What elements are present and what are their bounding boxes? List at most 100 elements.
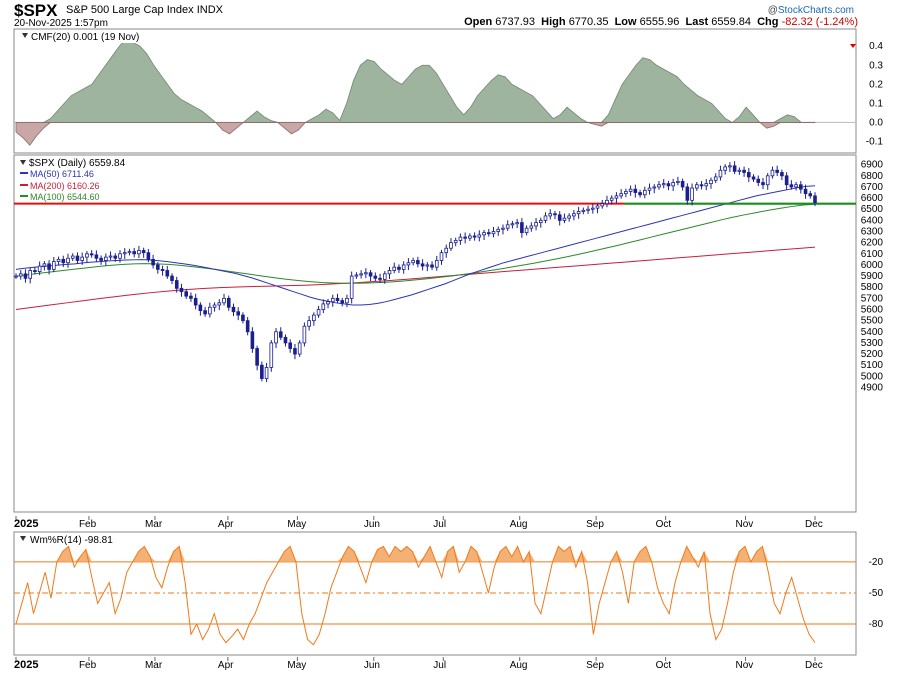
price-candle-body — [586, 208, 590, 211]
price-candle-body — [515, 222, 519, 225]
price-tick-label: 6700 — [861, 182, 884, 193]
price-candle-body — [543, 215, 548, 221]
price-candle-body — [212, 304, 217, 308]
price-candle-body — [652, 186, 657, 189]
price-overlay-lines — [14, 185, 856, 310]
price-candle-body — [695, 184, 699, 189]
cmf-negative-area — [15, 122, 816, 146]
price-candle-body — [378, 277, 382, 280]
price-candle-body — [340, 300, 345, 304]
price-candle-body — [160, 268, 165, 271]
price-candle-body — [486, 232, 491, 235]
ohlc-summary: Open 6737.93 High 6770.35 Low 6555.96 La… — [464, 16, 858, 28]
price-candle-body — [241, 314, 245, 322]
quote-datetime: 20-Nov-2025 1:57pm — [14, 18, 108, 29]
price-candle-body — [501, 227, 505, 230]
x-axis-bottom-label: Nov — [736, 660, 754, 671]
price-candle-body — [274, 331, 278, 344]
price-candle-body — [316, 309, 321, 316]
price-tick-label: 5500 — [861, 316, 884, 327]
price-candle-body — [751, 176, 756, 180]
price-candle-body — [576, 211, 581, 215]
price-candle-body — [520, 222, 524, 234]
price-candle-body — [61, 258, 66, 264]
x-axis-middle-label: Jun — [364, 519, 380, 530]
price-candle-body — [567, 215, 571, 219]
price-candle-body — [174, 280, 179, 289]
price-candle-body — [156, 264, 160, 270]
price-candle-body — [401, 264, 406, 270]
price-candle-body — [472, 235, 477, 238]
price-candle-body — [557, 214, 562, 221]
price-candle-body — [728, 165, 732, 168]
price-candle-body — [236, 311, 241, 316]
cmf-marker-icon — [22, 33, 28, 38]
price-tick-label: 4900 — [861, 382, 884, 393]
cmf-legend-bg — [20, 31, 160, 43]
price-candle-body — [359, 273, 363, 276]
price-candle-body — [562, 217, 567, 221]
price-tick-labels: 6900680067006600650064006300620061006000… — [861, 160, 884, 394]
williams-legend: Wm%R(14) -98.81 — [20, 535, 113, 546]
price-candle-body — [794, 184, 798, 188]
price-candle-body — [482, 232, 486, 236]
price-candle-body — [680, 180, 685, 188]
price-candle-body — [269, 342, 274, 368]
price-candle-body — [288, 342, 293, 349]
price-candle-body — [397, 266, 401, 270]
price-candle-body — [373, 275, 378, 279]
price-candle-body — [647, 187, 652, 191]
price-tick-label: 5100 — [861, 360, 884, 371]
williams-panel-frame — [13, 531, 857, 656]
price-candle-body — [250, 331, 255, 349]
ma50-legend: MA(50) 6711.46 — [30, 169, 94, 179]
open-value: 6737.93 — [495, 16, 536, 28]
x-axis-middle: 2025 Feb Mar Apr May Jun Jul Aug Sep Oct Nov Dec — [14, 516, 823, 530]
price-candle-body — [104, 256, 108, 261]
price-candle-body — [387, 270, 392, 275]
price-candle-body — [624, 191, 628, 195]
x-axis-middle-label: Mar — [145, 519, 163, 530]
price-candle-body — [122, 252, 127, 255]
price-tick-label: 6200 — [861, 238, 884, 249]
price-candle-body — [151, 258, 155, 266]
price-candle-body — [56, 258, 61, 262]
price-candle-body — [600, 203, 605, 207]
high-label: High — [541, 16, 566, 28]
price-candle-body — [198, 304, 203, 312]
cmf-tick-label: 0.1 — [869, 98, 883, 109]
x-axis-bottom-label: Jun — [364, 660, 380, 671]
williams-overbought-fill — [16, 546, 815, 562]
x-axis-middle-label: Sep — [586, 519, 604, 530]
price-tick-label: 5600 — [861, 304, 884, 315]
price-candle-body — [609, 197, 614, 201]
price-candle-body — [293, 348, 297, 355]
price-candle-body — [66, 257, 70, 264]
price-candle-body — [260, 364, 264, 379]
price-candle-body — [312, 314, 316, 322]
price-candle-body — [595, 205, 600, 209]
price-candle-body — [349, 275, 354, 299]
x-axis-middle-label: Dec — [805, 519, 823, 530]
low-label: Low — [614, 16, 637, 28]
price-candle-body — [222, 297, 226, 304]
price-candle-body — [756, 178, 761, 183]
price-candle-body — [14, 275, 18, 278]
williams-tick-label: -50 — [869, 588, 884, 599]
price-candle-body — [477, 234, 482, 238]
price-candle-body — [335, 297, 340, 301]
price-candle-body — [581, 209, 586, 212]
price-tick-label: 6900 — [861, 160, 884, 171]
x-axis-bottom-label: May — [287, 660, 306, 671]
price-candle-body — [264, 367, 269, 379]
price-candle-body — [430, 264, 434, 268]
price-candle-body — [52, 261, 56, 270]
price-marker-icon — [20, 160, 26, 165]
price-tick-label: 6300 — [861, 227, 884, 238]
price-candle-body — [553, 213, 557, 216]
ma50-line — [15, 185, 816, 306]
price-candle-body — [742, 169, 746, 173]
price-candle-body — [524, 227, 529, 234]
cmf-title: CMF(20) 0.001 (19 Nov) — [31, 32, 139, 43]
price-candle-body — [642, 189, 647, 196]
